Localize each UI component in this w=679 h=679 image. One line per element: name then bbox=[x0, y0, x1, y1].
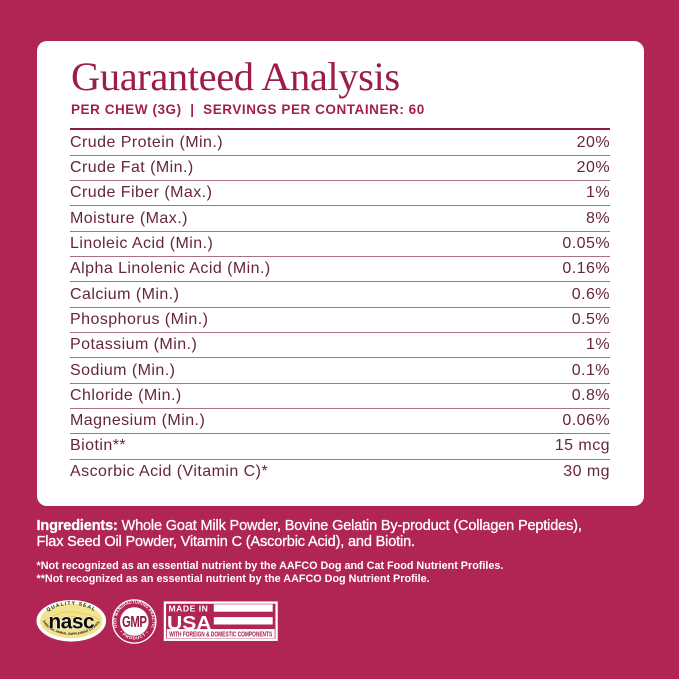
svg-text:WITH FOREIGN & DOMESTIC COMPON: WITH FOREIGN & DOMESTIC COMPONENTS bbox=[169, 629, 272, 638]
svg-text:nasc: nasc bbox=[48, 611, 95, 634]
svg-text:GMP: GMP bbox=[122, 614, 147, 631]
svg-text:USA: USA bbox=[167, 613, 212, 635]
svg-text:GOOD MANUFACTURING PRACTICE: GOOD MANUFACTURING PRACTICE bbox=[0, 0, 156, 629]
svg-text:MADE IN: MADE IN bbox=[169, 603, 209, 613]
